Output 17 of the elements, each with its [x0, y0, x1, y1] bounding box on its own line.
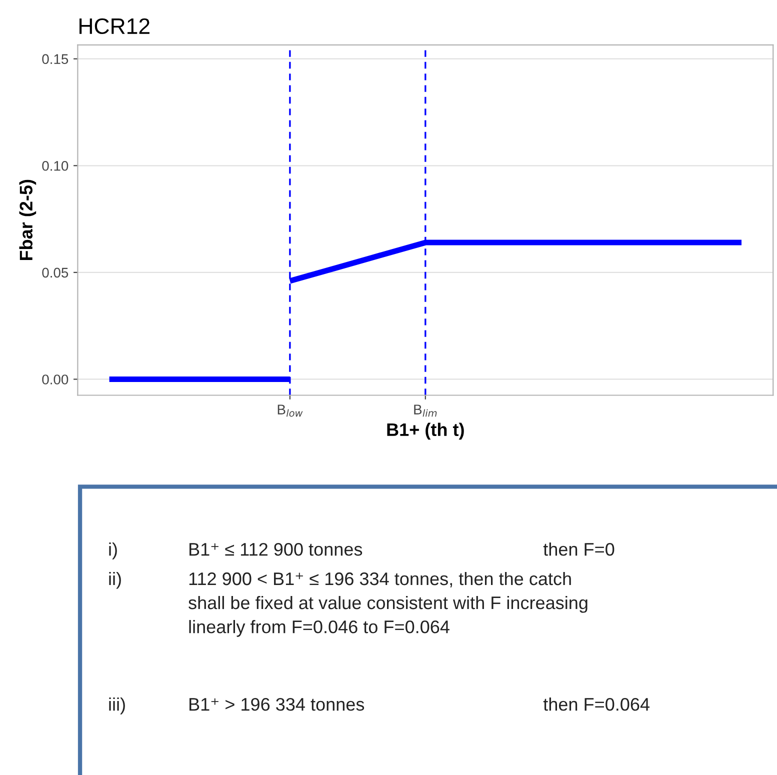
y-tick-label: 0.00	[42, 374, 68, 384]
x-tick-label: B$_{lim}$	[414, 404, 437, 417]
text: then F=0.064	[543, 698, 650, 711]
y-tick-label: 0.05	[42, 268, 68, 278]
chart-title: HCR12	[80, 18, 150, 34]
text: B1⁺ ≤ 112 900 tonnes	[190, 542, 362, 556]
x-axis-title: B1+ (th t)	[387, 422, 464, 440]
y-tick-label: 0.15	[42, 54, 68, 64]
text: then F=0	[543, 542, 614, 556]
x-tick-label: B$_{low}$	[278, 404, 303, 417]
text: B1⁺ > 196 334 tonnes	[190, 698, 364, 711]
text: ii)	[109, 572, 121, 589]
y-tick-label: 0.10	[42, 160, 68, 171]
text: i)	[109, 542, 117, 560]
text: 112 900 < B1⁺ ≤ 196 334 tonnes, then the catch shall be fixed at value consistent with F increasing linearly from F=0.046 to F=0.064	[188, 572, 588, 637]
text: iii)	[109, 698, 125, 714]
y-axis-title: Fbar (2-5)	[19, 180, 36, 260]
